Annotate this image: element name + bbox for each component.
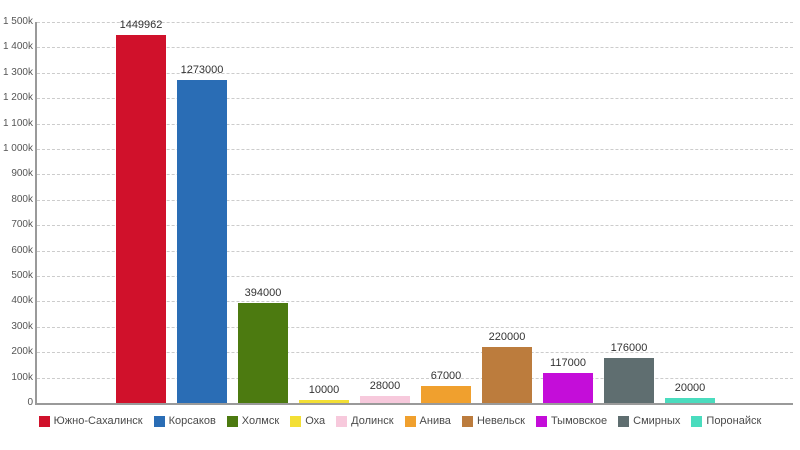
legend-item[interactable]: Корсаков xyxy=(153,415,216,427)
gridline-horizontal xyxy=(37,225,793,227)
bar[interactable] xyxy=(421,385,471,403)
legend-swatch-icon xyxy=(38,415,50,427)
legend-label: Корсаков xyxy=(168,415,216,427)
y-axis-tick-label: 200k xyxy=(11,346,33,358)
legend-item[interactable]: Поронайск xyxy=(691,415,761,427)
legend-item[interactable]: Холмск xyxy=(226,415,280,427)
legend-swatch-icon xyxy=(535,415,547,427)
y-axis-tick-label: 100k xyxy=(11,371,33,383)
bar-value-label: 1273000 xyxy=(180,63,224,76)
legend-item[interactable]: Смирных xyxy=(618,415,680,427)
legend-swatch-icon xyxy=(226,415,238,427)
legend-label: Смирных xyxy=(633,415,681,427)
legend-label: Южно-Сахалинск xyxy=(53,415,143,427)
gridline-horizontal xyxy=(37,149,793,150)
gridline-horizontal xyxy=(37,72,793,74)
bar-value-label: 220000 xyxy=(488,331,526,344)
bar[interactable] xyxy=(116,34,166,403)
bar[interactable] xyxy=(482,347,532,403)
legend-swatch-icon xyxy=(290,415,302,427)
gridline-horizontal xyxy=(37,22,793,23)
legend-swatch-icon xyxy=(153,415,165,427)
legend-label: Долинск xyxy=(351,415,394,427)
gridline-horizontal xyxy=(37,377,793,379)
legend-item[interactable]: Анива xyxy=(404,415,451,427)
bar[interactable] xyxy=(360,395,410,403)
bar-value-label: 20000 xyxy=(674,381,706,394)
y-axis-tick-label: 1 500k xyxy=(2,16,33,27)
bar[interactable] xyxy=(177,79,227,403)
bar[interactable] xyxy=(665,397,715,403)
bar-value-label: 394000 xyxy=(244,286,282,299)
legend-label: Оха xyxy=(305,415,326,427)
legend-swatch-icon xyxy=(618,415,630,427)
y-axis-tick-label: 700k xyxy=(11,219,33,231)
y-axis-tick-label: 300k xyxy=(11,320,33,332)
y-axis-tick-label: 400k xyxy=(11,295,33,307)
bar-value-label: 28000 xyxy=(369,379,401,392)
y-axis-tick-label: 500k xyxy=(11,270,33,281)
y-axis-tick-label: 1 200k xyxy=(2,92,33,104)
gridline-horizontal xyxy=(37,276,793,277)
gridline-horizontal xyxy=(37,98,793,100)
legend-item[interactable]: Оха xyxy=(290,415,325,427)
bar-value-label: 67000 xyxy=(430,369,462,382)
y-axis-tick-label: 1 300k xyxy=(2,66,33,78)
gridline-horizontal xyxy=(37,123,793,125)
gridline-horizontal xyxy=(37,250,793,252)
legend-item[interactable]: Тымовское xyxy=(535,415,608,427)
legend-label: Холмск xyxy=(241,415,280,427)
y-axis-tick-label: 0 xyxy=(27,397,33,408)
plot-area: 0 100k 200k 300k 400k 500k 600k 700k 800k 900k 1 0… xyxy=(3,16,793,408)
bar-value-label: 176000 xyxy=(610,342,648,355)
legend-swatch-icon xyxy=(691,415,703,427)
gridline-horizontal xyxy=(37,47,793,49)
legend-item[interactable]: Южно-Сахалинск xyxy=(38,415,143,427)
gridline-horizontal xyxy=(37,301,793,303)
gridline-horizontal xyxy=(37,174,793,176)
legend: Южно-Сахалинск Корсаков Холмск Оха Долинск Ан… xyxy=(0,411,800,431)
bar-value-label: 10000 xyxy=(308,384,340,397)
legend-label: Невельск xyxy=(476,415,525,427)
bar[interactable] xyxy=(238,302,288,403)
legend-item[interactable]: Долинск xyxy=(336,415,394,427)
y-axis-tick-label: 1 400k xyxy=(2,41,33,53)
gridline-horizontal xyxy=(37,326,793,328)
legend-item[interactable]: Невельск xyxy=(461,415,525,427)
legend-label: Анива xyxy=(419,415,451,427)
y-axis-tick-label: 1 000k xyxy=(2,143,33,154)
legend-swatch-icon xyxy=(404,415,416,427)
legend-label: Поронайск xyxy=(706,415,762,427)
bar-value-label: 117000 xyxy=(550,357,586,370)
y-axis-tick-label: 600k xyxy=(11,244,33,256)
legend-label: Тымовское xyxy=(550,415,608,427)
y-axis-tick-label: 800k xyxy=(11,193,33,205)
bar-value-label: 1449962 xyxy=(119,18,163,31)
bar[interactable] xyxy=(299,400,349,403)
legend-swatch-icon xyxy=(461,415,473,427)
gridline-horizontal xyxy=(37,352,793,354)
y-axis-tick-label: 900k xyxy=(11,168,33,180)
legend-swatch-icon xyxy=(336,415,348,427)
bar[interactable] xyxy=(604,358,654,403)
gridline-horizontal xyxy=(37,199,793,201)
bar[interactable] xyxy=(543,373,593,403)
y-axis-tick-label: 1 100k xyxy=(2,117,33,129)
